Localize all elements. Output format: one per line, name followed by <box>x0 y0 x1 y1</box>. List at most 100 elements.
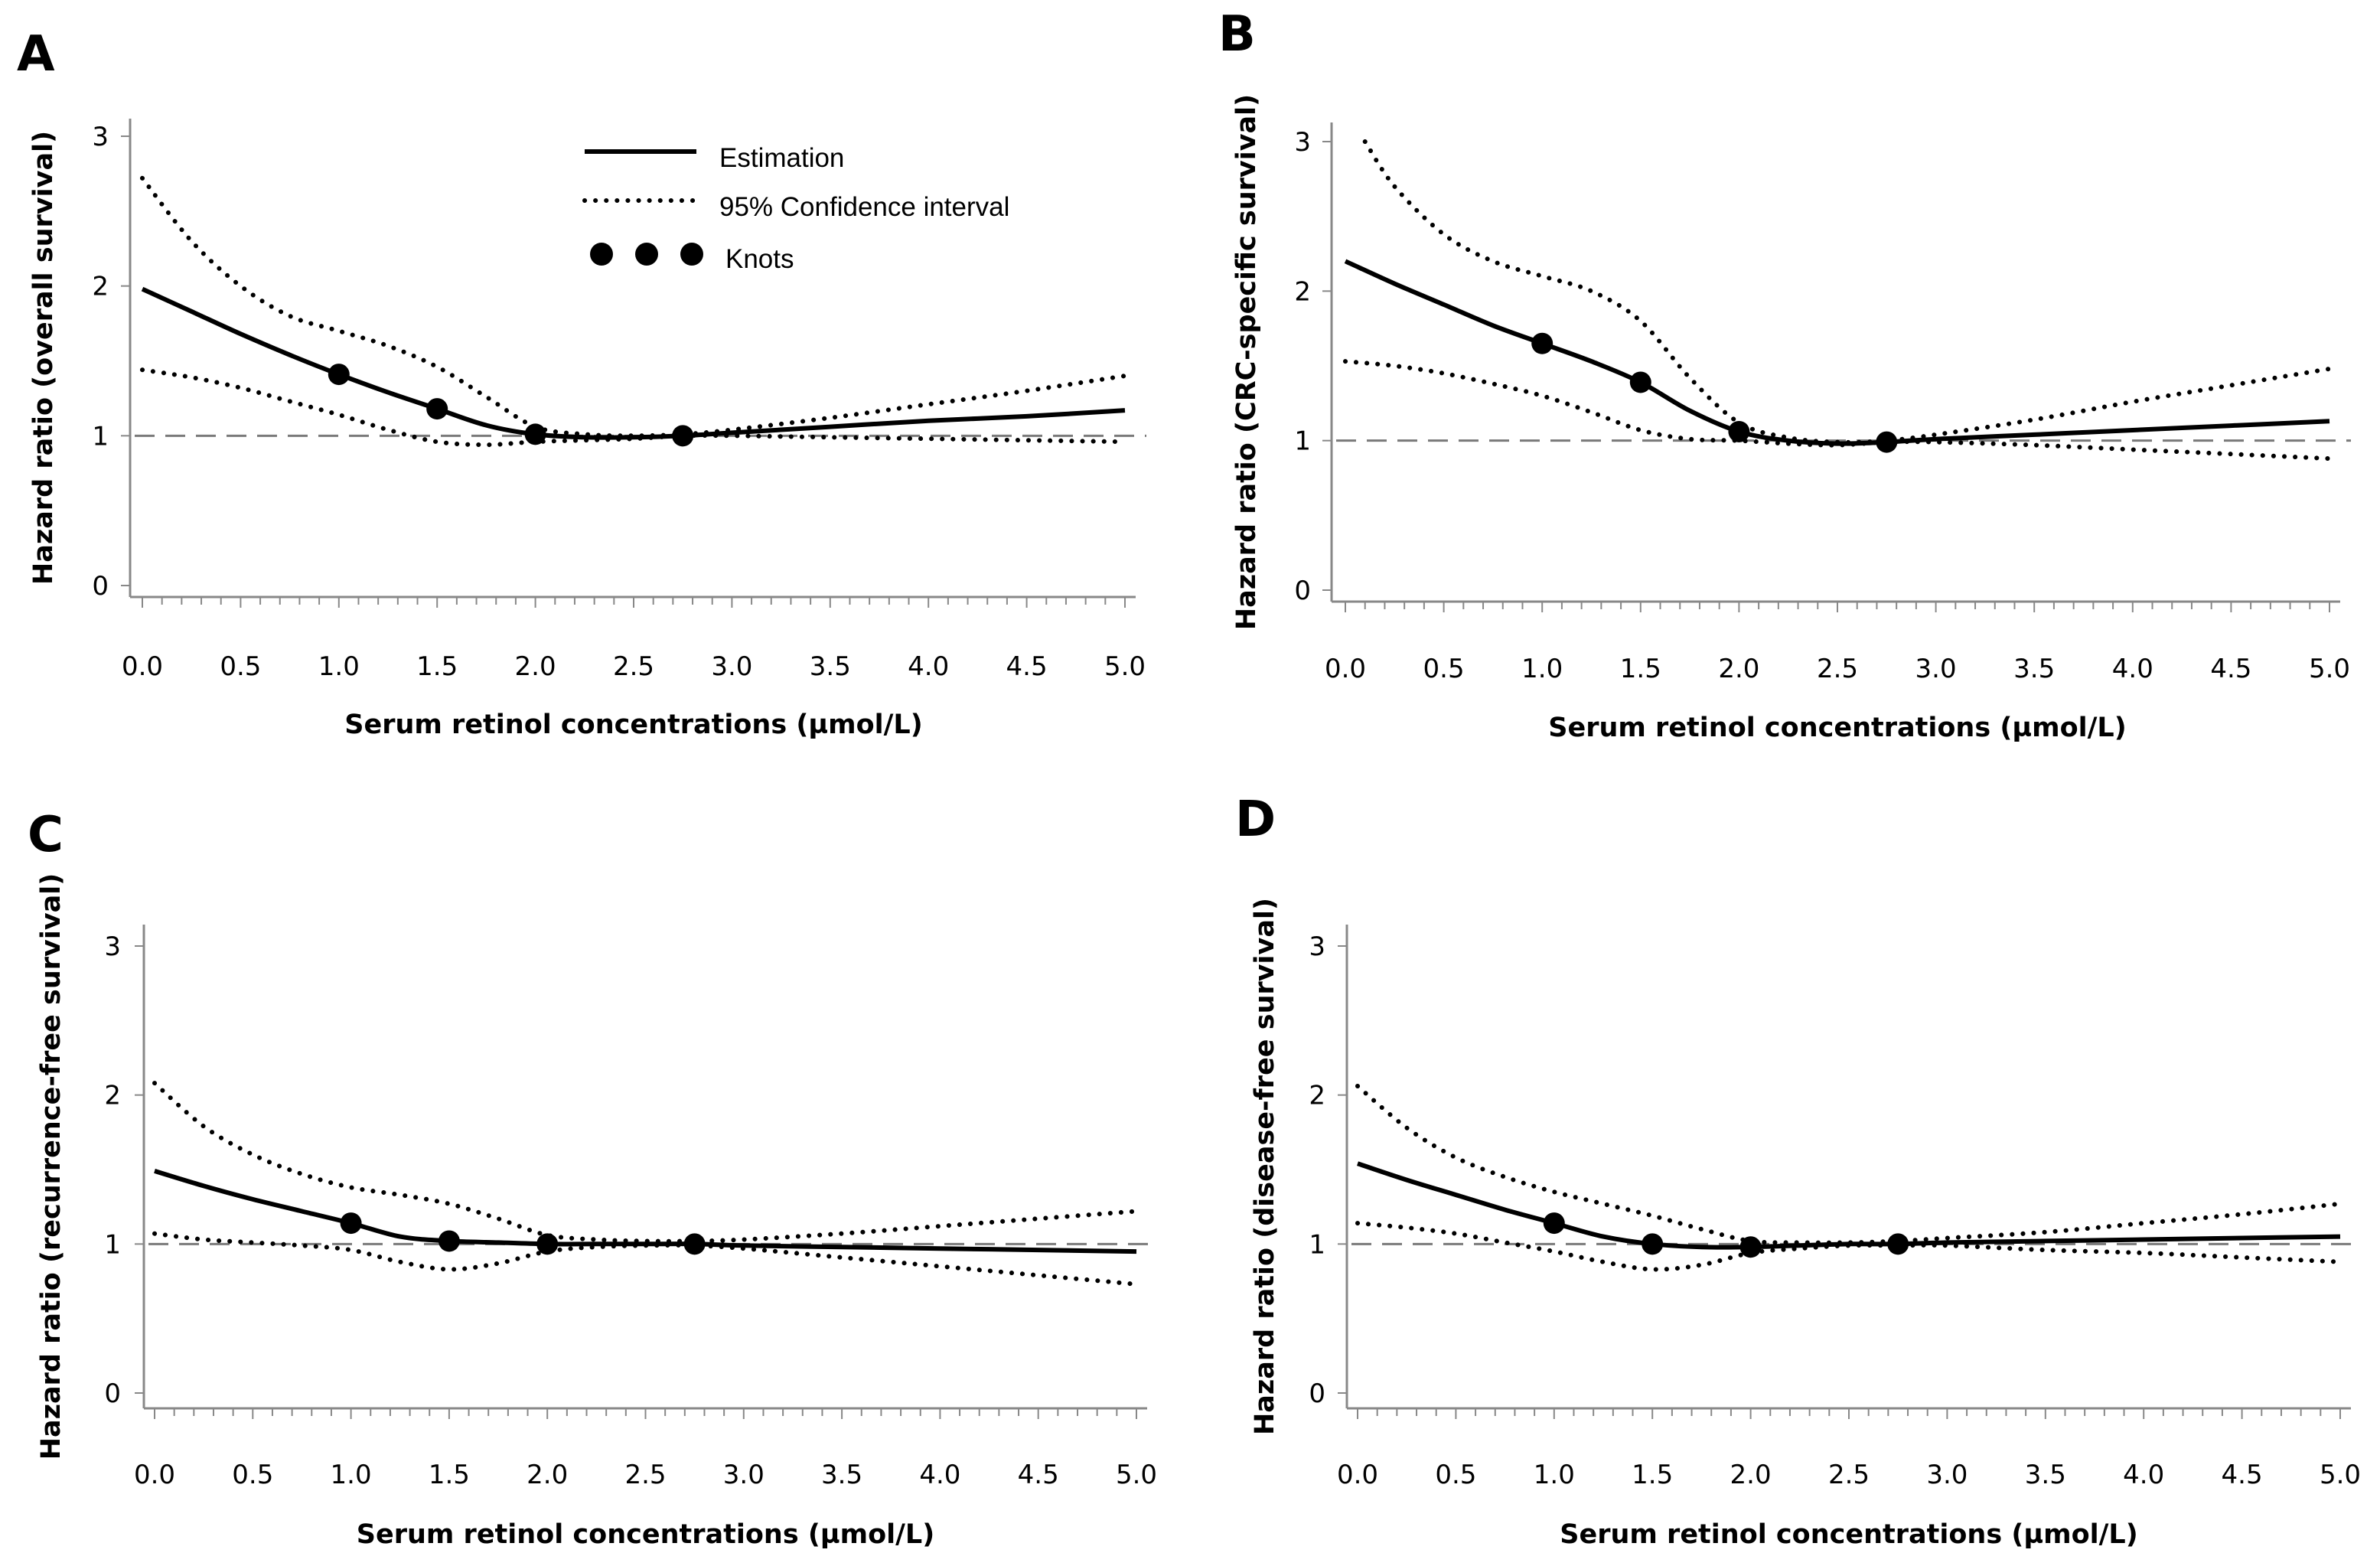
y-tick-label: 2 <box>92 272 109 302</box>
x-tick-label: 3.5 <box>2013 654 2055 684</box>
estimation-line <box>154 1169 1137 1254</box>
y-tick-label: 2 <box>104 1081 121 1111</box>
x-tick-label: 5.0 <box>2309 654 2350 684</box>
x-axis-title: Serum retinol concentrations (µmol/L) <box>357 1519 934 1550</box>
x-tick-label: 4.0 <box>2112 654 2153 684</box>
estimation-line <box>141 286 1126 440</box>
ci-upper-line <box>152 1081 1139 1244</box>
x-tick-label: 0.0 <box>122 651 163 682</box>
chart-panel-d: D 0.0 0.5 1.0 1.5 2.0 2.5 3.0 3.5 4.0 4.5 5.0 0 1 2 3 Se… <box>1235 791 2362 1550</box>
x-tick-label: 3.0 <box>1915 654 1957 684</box>
x-tick-label: 4.5 <box>1006 651 1048 682</box>
knot-marker <box>672 425 694 447</box>
y-tick-label: 3 <box>1294 127 1311 158</box>
y-tick-label: 2 <box>1309 1081 1325 1111</box>
x-tick-label: 3.5 <box>810 651 851 682</box>
knot-marker <box>1531 332 1554 354</box>
knot-marker <box>1629 371 1651 393</box>
y-tick-label: 1 <box>104 1229 121 1260</box>
x-axis-title: Serum retinol concentrations (µmol/L) <box>1548 713 2126 743</box>
x-tick-label: 2.5 <box>624 1460 666 1490</box>
legend-estimation-label: Estimation <box>719 143 844 173</box>
x-tick-label: 1.0 <box>331 1460 372 1490</box>
estimation-line <box>1357 1161 2341 1250</box>
x-tick-label: 0.5 <box>220 651 261 682</box>
x-tick-label: 0.5 <box>1435 1460 1476 1490</box>
x-tick-label: 3.5 <box>2025 1460 2066 1490</box>
x-tick-label: 2.5 <box>1828 1460 1870 1490</box>
x-tick-label: 4.0 <box>908 651 949 682</box>
y-tick-label: 2 <box>1294 276 1311 307</box>
knot-marker <box>524 423 546 445</box>
x-tick-label: 0.5 <box>232 1460 273 1490</box>
y-tick-label: 3 <box>1309 931 1325 962</box>
x-tick-label: 2.0 <box>515 651 556 682</box>
x-tick-label: 3.5 <box>821 1460 862 1490</box>
x-tick-label: 1.5 <box>1620 654 1661 684</box>
knot-marker <box>1642 1233 1664 1255</box>
x-tick-label: 2.5 <box>1817 654 1858 684</box>
x-tick-label: 1.0 <box>1534 1460 1575 1490</box>
knot-marker <box>426 398 448 420</box>
x-tick-label: 4.5 <box>2222 1460 2263 1490</box>
x-tick-label: 2.0 <box>1730 1460 1772 1490</box>
y-axis-title: Hazard ratio (recurrence-free survival) <box>36 873 67 1460</box>
knot-marker <box>328 364 350 386</box>
knot-marker <box>1543 1212 1565 1235</box>
y-tick-label: 1 <box>92 421 109 452</box>
x-tick-label: 2.0 <box>527 1460 568 1490</box>
x-tick-label: 5.0 <box>1104 651 1146 682</box>
y-axis-title: Hazard ratio (CRC-specific survival) <box>1231 94 1262 630</box>
y-tick-label: 1 <box>1294 426 1311 457</box>
x-axis-title: Serum retinol concentrations (µmol/L) <box>344 710 922 740</box>
x-tick-label: 2.0 <box>1718 654 1759 684</box>
x-tick-label: 0.0 <box>134 1460 175 1490</box>
x-tick-label: 4.0 <box>919 1460 960 1490</box>
x-tick-label: 1.0 <box>318 651 360 682</box>
y-tick-label: 0 <box>92 571 109 602</box>
panel-letter-d: D <box>1235 791 1276 848</box>
legend-knot-swatch <box>590 243 613 266</box>
ci-lower-line <box>1343 359 2332 462</box>
y-tick-label: 1 <box>1309 1229 1325 1260</box>
panel-letter-a: A <box>17 26 55 83</box>
x-tick-label: 3.0 <box>723 1460 765 1490</box>
x-tick-label: 1.5 <box>1632 1460 1673 1490</box>
chart-panel-a: A 0.0 0.5 1.0 1.5 2.0 2.5 3.0 3.5 4.0 4.5 5.0 0 1 2 3 Se… <box>17 26 1146 740</box>
knot-marker <box>683 1233 706 1255</box>
y-tick-label: 3 <box>92 122 109 152</box>
legend-knot-swatch <box>635 243 658 266</box>
x-tick-label: 1.0 <box>1521 654 1563 684</box>
x-tick-label: 4.5 <box>1018 1460 1059 1490</box>
y-tick-label: 0 <box>104 1378 121 1409</box>
knot-marker <box>1887 1233 1909 1255</box>
ci-lower-line <box>1355 1221 2343 1272</box>
legend-knots-label: Knots <box>725 244 794 274</box>
y-axis-title: Hazard ratio (disease-free survival) <box>1250 898 1280 1435</box>
x-tick-label: 3.0 <box>711 651 752 682</box>
knot-marker <box>1728 420 1750 442</box>
y-tick-label: 3 <box>104 931 121 962</box>
panel-letter-b: B <box>1218 6 1256 63</box>
estimation-line <box>1344 259 2330 446</box>
x-tick-label: 3.0 <box>1926 1460 1968 1490</box>
x-tick-label: 4.0 <box>2123 1460 2164 1490</box>
legend: Estimation 95% Confidence interval Knots <box>582 143 1009 274</box>
ci-upper-line <box>140 175 1127 439</box>
ci-upper-line <box>1355 1084 2343 1245</box>
x-tick-label: 2.5 <box>613 651 654 682</box>
knot-marker <box>340 1212 362 1235</box>
y-tick-label: 0 <box>1309 1378 1325 1409</box>
x-tick-label: 0.5 <box>1423 654 1465 684</box>
x-tick-label: 5.0 <box>2320 1460 2361 1490</box>
y-tick-label: 0 <box>1294 576 1311 606</box>
knot-marker <box>1876 431 1898 453</box>
x-tick-label: 0.0 <box>1325 654 1366 684</box>
knot-marker <box>438 1230 460 1252</box>
x-tick-label: 4.5 <box>2210 654 2251 684</box>
x-tick-label: 1.5 <box>429 1460 470 1490</box>
knot-marker <box>536 1233 559 1255</box>
y-axis-title: Hazard ratio (overall survival) <box>28 131 59 585</box>
ci-lower-line <box>140 367 1127 448</box>
